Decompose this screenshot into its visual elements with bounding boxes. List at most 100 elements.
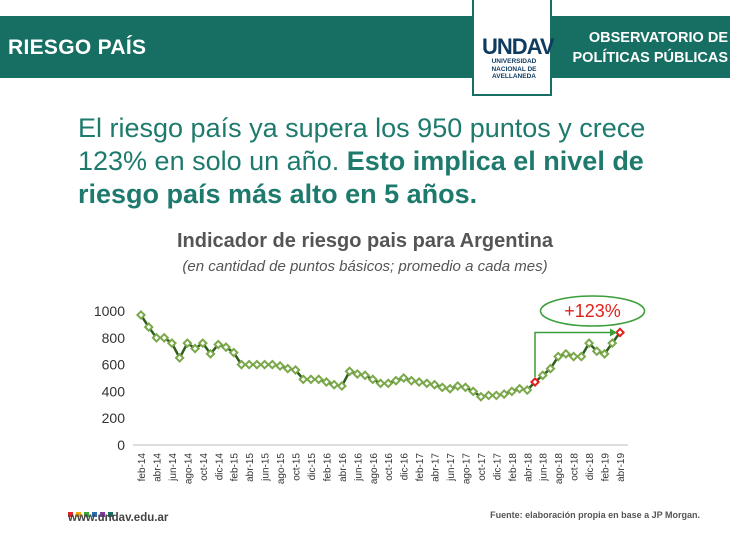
data-marker bbox=[244, 359, 255, 370]
observatorio-title: OBSERVATORIO DE POLÍTICAS PÚBLICAS bbox=[572, 30, 728, 66]
data-marker bbox=[290, 364, 301, 375]
data-marker bbox=[584, 338, 595, 349]
data-marker bbox=[166, 338, 177, 349]
brand-dot bbox=[68, 512, 73, 517]
data-marker bbox=[329, 379, 340, 390]
brand-dot bbox=[108, 512, 113, 517]
highlight-marker bbox=[614, 327, 626, 338]
data-marker bbox=[321, 377, 332, 388]
data-marker bbox=[213, 339, 224, 350]
data-marker bbox=[429, 379, 440, 390]
data-marker bbox=[298, 374, 309, 385]
data-marker bbox=[522, 385, 533, 396]
x-tick-label: feb-15 bbox=[230, 453, 241, 482]
annotation-arrowhead bbox=[610, 328, 617, 337]
data-marker bbox=[267, 359, 278, 370]
x-tick-label: feb-16 bbox=[322, 453, 333, 482]
data-marker bbox=[499, 389, 510, 400]
x-tick-label: jun-18 bbox=[539, 453, 550, 482]
data-marker bbox=[159, 332, 170, 343]
headline: El riesgo país ya supera los 950 puntos … bbox=[78, 112, 678, 211]
logo-subtitle: UNIVERSIDAD NACIONAL DE AVELLANEDA bbox=[491, 58, 537, 80]
data-marker bbox=[383, 378, 394, 389]
brand-dot bbox=[92, 512, 97, 517]
x-tick-label: abr-17 bbox=[431, 453, 442, 482]
data-marker bbox=[545, 363, 556, 374]
data-marker bbox=[143, 322, 154, 333]
data-marker bbox=[406, 375, 417, 386]
data-marker bbox=[305, 374, 316, 385]
data-marker bbox=[514, 383, 525, 394]
x-tick-label: dic-16 bbox=[400, 453, 411, 481]
y-tick-label: 0 bbox=[117, 437, 125, 453]
x-tick-label: oct-17 bbox=[477, 453, 488, 481]
footer-url[interactable]: www.undav.edu.ar bbox=[68, 512, 169, 524]
brand-dots bbox=[68, 504, 116, 522]
x-tick-label: jun-15 bbox=[261, 453, 272, 482]
data-marker bbox=[236, 359, 247, 370]
x-tick-label: abr-14 bbox=[152, 453, 163, 482]
data-marker bbox=[491, 390, 502, 401]
data-marker bbox=[560, 348, 571, 359]
data-marker bbox=[537, 370, 548, 381]
data-marker bbox=[367, 374, 378, 385]
y-tick-label: 1000 bbox=[94, 303, 125, 319]
data-marker bbox=[336, 381, 347, 392]
y-tick-label: 200 bbox=[102, 410, 126, 426]
y-tick-label: 400 bbox=[102, 383, 126, 399]
x-tick-label: feb-18 bbox=[508, 453, 519, 482]
section-title: RIESGO PAÍS bbox=[8, 36, 147, 59]
data-marker bbox=[475, 391, 486, 402]
x-tick-label: feb-17 bbox=[415, 453, 426, 482]
x-tick-label: dic-17 bbox=[492, 453, 503, 481]
data-marker bbox=[228, 347, 239, 358]
data-marker bbox=[452, 381, 463, 392]
data-marker bbox=[135, 310, 147, 321]
annotation-label: +123% bbox=[564, 301, 621, 321]
data-marker bbox=[259, 359, 270, 370]
data-marker bbox=[414, 377, 425, 388]
data-marker bbox=[282, 363, 293, 374]
data-marker bbox=[591, 346, 602, 357]
annotation-bubble bbox=[539, 295, 646, 327]
data-marker bbox=[220, 342, 231, 353]
data-marker bbox=[506, 386, 517, 397]
data-marker bbox=[313, 374, 324, 385]
data-marker bbox=[483, 390, 494, 401]
undav-logo: UNDAV UNIVERSIDAD NACIONAL DE AVELLANEDA bbox=[472, 0, 555, 96]
x-tick-label: abr-18 bbox=[523, 453, 534, 482]
data-marker bbox=[352, 368, 363, 379]
chart-title: Indicador de riesgo pais para Argentina bbox=[176, 230, 553, 252]
x-tick-label: abr-15 bbox=[245, 453, 256, 482]
x-tick-label: jun-17 bbox=[446, 453, 457, 482]
annotation-arrow bbox=[534, 331, 612, 378]
data-marker bbox=[182, 338, 193, 349]
brand-dot bbox=[84, 512, 89, 517]
data-marker bbox=[398, 372, 409, 384]
x-tick-label: feb-19 bbox=[601, 453, 612, 482]
x-tick-label: ago-15 bbox=[276, 453, 287, 485]
data-marker bbox=[151, 332, 162, 343]
x-tick-label: ago-17 bbox=[461, 453, 472, 485]
headline-bold: Esto implica el nivel de riesgo país más… bbox=[78, 146, 644, 209]
data-marker bbox=[375, 378, 386, 389]
data-marker bbox=[275, 360, 286, 371]
x-tick-label: feb-14 bbox=[137, 453, 148, 482]
data-marker bbox=[344, 366, 355, 377]
x-tick-label: oct-18 bbox=[570, 453, 581, 481]
data-marker bbox=[390, 375, 401, 386]
data-marker bbox=[421, 378, 432, 389]
highlight-marker bbox=[530, 377, 541, 388]
logo-mark: UNDAV bbox=[482, 34, 555, 59]
x-tick-label: oct-16 bbox=[384, 453, 395, 481]
data-marker bbox=[460, 382, 471, 393]
header-band bbox=[0, 16, 730, 78]
x-tick-label: oct-15 bbox=[292, 453, 303, 481]
data-marker bbox=[445, 383, 456, 394]
data-marker bbox=[360, 370, 371, 381]
headline-regular: El riesgo país ya supera los 950 puntos … bbox=[78, 113, 646, 176]
x-tick-label: oct-14 bbox=[199, 453, 210, 481]
y-tick-label: 800 bbox=[102, 330, 126, 346]
chart-subtitle: (en cantidad de puntos básicos; promedio… bbox=[182, 258, 548, 275]
